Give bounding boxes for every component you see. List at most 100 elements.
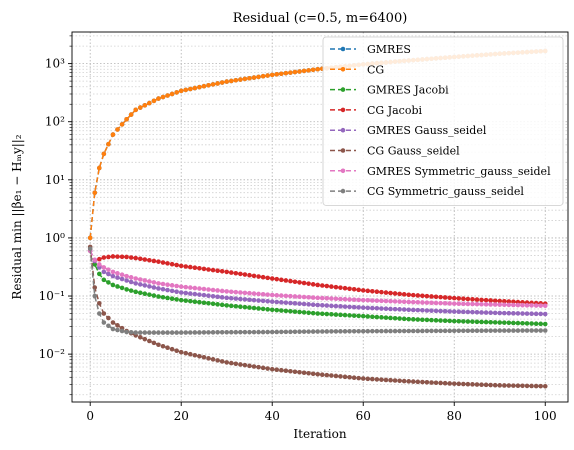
data-point: [324, 329, 330, 334]
data-point: [251, 364, 257, 369]
data-point: [188, 351, 193, 357]
data-point: [470, 296, 475, 302]
data-point: [329, 329, 334, 334]
data-point: [106, 315, 111, 321]
data-point: [483, 328, 489, 333]
data-point: [406, 299, 412, 305]
data-point: [538, 328, 543, 333]
data-point: [338, 304, 343, 309]
data-point: [492, 320, 498, 325]
data-point: [160, 294, 166, 300]
data-point: [288, 308, 293, 314]
data-point: [465, 381, 471, 387]
data-point: [238, 296, 243, 302]
data-point: [397, 328, 402, 334]
data-point: [333, 284, 339, 290]
data-point: [169, 288, 175, 294]
data-point: [87, 246, 93, 252]
data-point: [147, 279, 152, 284]
data-point: [474, 297, 480, 302]
data-point: [110, 320, 116, 325]
data-point: [442, 328, 448, 334]
data-point: [169, 283, 175, 288]
data-point: [247, 305, 252, 310]
data-point: [315, 295, 321, 301]
data-point: [310, 310, 316, 316]
legend-label: GMRES: [367, 43, 411, 56]
data-point: [269, 299, 275, 304]
data-point: [238, 362, 243, 367]
data-point: [515, 383, 521, 389]
data-point: [479, 297, 484, 303]
data-point: [233, 270, 239, 276]
data-point: [147, 257, 152, 263]
legend-swatch-marker: [340, 168, 346, 174]
data-point: [465, 296, 471, 302]
data-point: [438, 308, 443, 314]
data-point: [215, 294, 220, 300]
data-point: [242, 329, 248, 335]
data-point: [360, 297, 366, 303]
legend-label: GMRES Gauss_seidel: [367, 124, 487, 137]
data-point: [533, 321, 539, 327]
data-point: [147, 292, 152, 297]
data-point: [297, 301, 302, 306]
data-point: [301, 329, 307, 334]
data-point: [233, 296, 239, 301]
data-point: [92, 190, 98, 196]
data-point: [279, 293, 284, 298]
data-point: [379, 328, 384, 334]
data-point: [110, 269, 116, 275]
data-point: [342, 285, 348, 291]
data-point: [283, 329, 289, 335]
data-point: [342, 296, 348, 302]
data-point: [101, 311, 107, 316]
data-point: [201, 83, 207, 89]
data-point: [256, 291, 261, 297]
data-point: [247, 290, 252, 296]
data-point: [297, 294, 302, 300]
data-point: [279, 277, 284, 283]
data-point: [347, 286, 352, 292]
data-point: [379, 289, 384, 295]
data-point: [470, 319, 475, 324]
data-point: [420, 317, 425, 323]
data-point: [97, 300, 102, 306]
data-point: [301, 301, 307, 307]
x-tick-label: 40: [265, 409, 280, 423]
data-point: [169, 346, 175, 352]
data-point: [365, 305, 371, 311]
data-point: [356, 297, 361, 303]
data-point: [115, 127, 120, 132]
data-point: [288, 70, 293, 75]
data-point: [538, 321, 543, 327]
data-point: [160, 94, 166, 100]
data-point: [501, 298, 507, 304]
data-point: [383, 315, 389, 320]
data-point: [515, 320, 521, 326]
data-point: [137, 282, 143, 287]
data-point: [128, 112, 134, 117]
data-point: [137, 334, 143, 340]
data-point: [251, 291, 257, 296]
data-point: [397, 316, 402, 321]
data-point: [447, 318, 452, 324]
data-point: [283, 278, 289, 283]
data-point: [483, 297, 489, 303]
data-point: [347, 297, 352, 302]
data-point: [128, 255, 134, 260]
data-point: [224, 360, 230, 365]
data-point: [274, 72, 280, 77]
data-point: [310, 295, 316, 300]
data-point: [488, 310, 493, 316]
data-point: [506, 299, 512, 304]
data-point: [370, 314, 375, 320]
data-point: [347, 304, 352, 310]
data-point: [319, 311, 325, 317]
data-point: [542, 303, 548, 309]
data-point: [306, 68, 311, 73]
data-point: [133, 289, 139, 295]
data-point: [133, 281, 139, 286]
data-point: [533, 383, 539, 389]
data-point: [433, 308, 439, 314]
